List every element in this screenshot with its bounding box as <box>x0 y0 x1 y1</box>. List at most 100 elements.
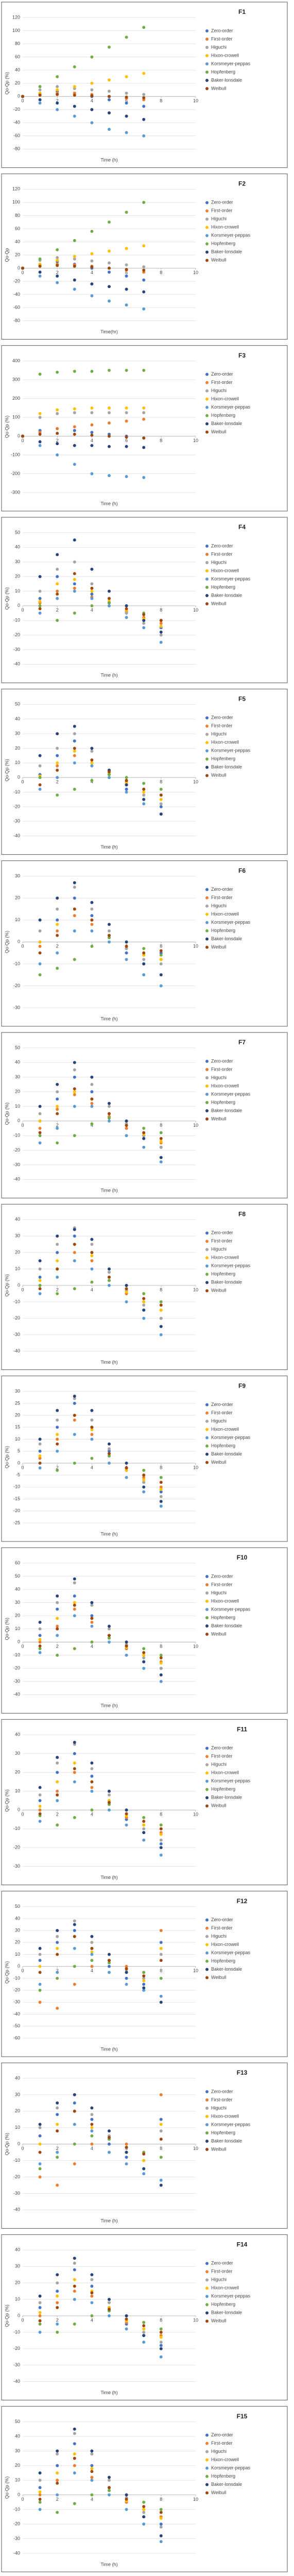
point <box>125 75 128 78</box>
point <box>108 2150 111 2154</box>
legend-marker <box>205 1109 209 1112</box>
point <box>56 1971 59 1974</box>
point <box>90 1259 94 1263</box>
point <box>125 787 128 791</box>
chart-panel: -40-30-20-100102030400246810Time (h)Qo-Q… <box>1 1204 288 1370</box>
point <box>73 2427 76 2431</box>
point <box>56 2129 59 2133</box>
legend-label: Higuchi <box>211 216 227 222</box>
chart-title: F15 <box>237 2413 248 2420</box>
point <box>38 918 42 922</box>
y-axis-label: Qo-Qp (%) <box>4 931 9 954</box>
point <box>159 1662 163 1665</box>
point <box>108 261 111 265</box>
point <box>56 1756 59 1759</box>
point <box>142 1982 146 1986</box>
point <box>90 2291 94 2295</box>
point <box>159 1485 163 1489</box>
x-axis-label: Time (h) <box>100 2046 117 2052</box>
point <box>125 783 128 787</box>
point <box>125 951 128 955</box>
y-tick-label: 30 <box>15 1233 20 1239</box>
point <box>159 1959 163 1962</box>
x-tick-label: 8 <box>160 98 162 104</box>
point <box>108 1270 111 1274</box>
point <box>125 2317 128 2321</box>
point <box>90 1433 94 1436</box>
x-axis-label: Time (h) <box>100 673 117 678</box>
point <box>142 798 146 801</box>
legend-marker <box>205 1273 209 1276</box>
point <box>90 2142 94 2146</box>
point <box>125 1461 128 1465</box>
y-tick-label: -30 <box>13 1863 20 1869</box>
x-tick-label: 10 <box>193 438 198 443</box>
point <box>38 1804 42 1808</box>
y-tick-label: -40 <box>13 292 20 297</box>
y-tick-label: 20 <box>15 1412 20 1417</box>
legend-label: Korsmeyer-peppas <box>211 1435 251 1440</box>
point <box>159 793 163 797</box>
point <box>73 1287 76 1291</box>
point <box>56 2306 59 2310</box>
point <box>142 2522 146 2526</box>
point <box>56 274 59 278</box>
point <box>73 2109 76 2113</box>
point <box>142 1481 146 1484</box>
point <box>56 2493 59 2497</box>
point <box>73 896 76 900</box>
panel-border <box>1 2406 288 2572</box>
point <box>90 2464 94 2467</box>
legend-marker <box>205 553 209 556</box>
y-axis-label: Qo-Qp (%) <box>4 2304 9 2327</box>
y-tick-label: 15 <box>15 1425 20 1430</box>
legend-label: Hopfenberg <box>211 1099 235 1105</box>
point <box>159 2516 163 2520</box>
point <box>125 2146 128 2149</box>
point <box>142 26 146 29</box>
point <box>56 1617 59 1620</box>
x-tick-label: 0 <box>21 2497 24 2502</box>
point <box>38 2314 42 2317</box>
point <box>142 1127 146 1130</box>
point <box>38 600 42 603</box>
y-tick-label: -30 <box>13 1332 20 1337</box>
point <box>159 2344 163 2347</box>
point <box>125 1468 128 1472</box>
legend-label: Weibull <box>211 2146 226 2151</box>
point <box>38 2330 42 2334</box>
legend-label: Baker-lonsdale <box>211 1795 242 1800</box>
point <box>38 2319 42 2323</box>
point <box>90 750 94 753</box>
point <box>108 406 111 410</box>
y-tick-label: -60 <box>13 2035 20 2040</box>
x-tick-label: 8 <box>160 607 162 613</box>
panel-border <box>1 173 288 340</box>
point <box>73 2278 76 2281</box>
legend-marker <box>205 2319 209 2323</box>
point <box>73 1414 76 1417</box>
legend-marker <box>205 602 209 605</box>
point <box>108 1276 111 1279</box>
point <box>125 2493 128 2497</box>
legend-marker <box>205 724 209 728</box>
chart-panel: -40-30-20-100102030400246810Time (h)Qo-Q… <box>1 2234 288 2401</box>
point <box>90 1603 94 1607</box>
legend-marker <box>205 1763 209 1767</box>
point <box>73 914 76 918</box>
point <box>38 1808 42 1812</box>
legend-label: Higuchi <box>211 1247 227 1252</box>
point <box>142 2152 146 2156</box>
point <box>125 368 128 372</box>
point <box>90 1964 94 1968</box>
point <box>38 264 42 268</box>
legend-marker <box>205 2466 209 2470</box>
point <box>159 1827 163 1831</box>
chart-panel: -25-20-15-10-50510152025300246810Time (h… <box>1 1376 288 1542</box>
x-axis-label: Time (h) <box>100 1188 117 1193</box>
point <box>90 2113 94 2116</box>
x-axis-label: Time (h) <box>100 2562 117 2567</box>
panel-border <box>1 2 288 168</box>
point <box>125 1134 128 1138</box>
